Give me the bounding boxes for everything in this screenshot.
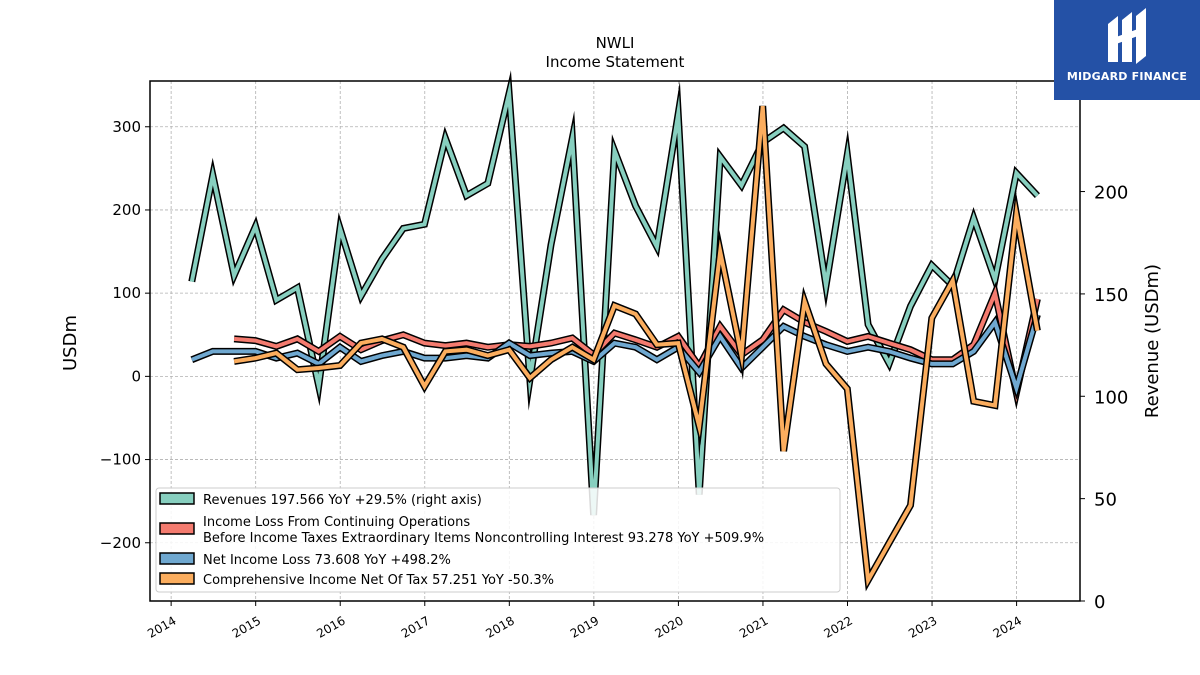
y-right-tick-label: 0 [1094, 592, 1105, 613]
legend-swatch [159, 492, 195, 505]
midgard-logo-icon [1108, 8, 1146, 64]
y-axis-right-label: Revenue (USDm) [1142, 264, 1163, 418]
x-tick-label: 2019 [568, 613, 601, 640]
y-tick-label: −200 [100, 534, 141, 552]
legend-swatch [159, 572, 195, 585]
series-line [233, 105, 1040, 587]
series-line [233, 286, 1040, 403]
legend-label: Before Income Taxes Extraordinary Items … [203, 531, 764, 546]
y-axis-label: USDm [60, 315, 81, 371]
legend: Revenues 197.566 YoY +29.5% (right axis)… [155, 487, 841, 593]
x-tick-label: 2022 [822, 613, 855, 640]
series-outline [233, 281, 1041, 410]
chart-subtitle: Income Statement [546, 53, 685, 71]
y-right-tick-label: 200 [1094, 183, 1128, 204]
plot-frame [149, 80, 1081, 602]
legend-label: Income Loss From Continuing Operations [203, 515, 470, 530]
legend-label: Revenues 197.566 YoY +29.5% (right axis) [203, 493, 482, 508]
y-right-tick-label: 50 [1094, 490, 1117, 511]
y-tick-label: −100 [100, 451, 141, 469]
x-tick-label: 2023 [906, 613, 939, 640]
y-right-tick-label: 100 [1094, 387, 1128, 408]
x-tick-label: 2017 [399, 613, 432, 640]
y-tick-label: 100 [112, 284, 141, 302]
legend-box [155, 487, 841, 593]
y-tick-label: 300 [112, 118, 141, 136]
chart-title: NWLI [596, 34, 635, 52]
brand-logo-text: MIDGARD FINANCE [1066, 70, 1188, 83]
series-lines [188, 70, 1041, 592]
x-tick-label: 2014 [145, 613, 178, 640]
x-tick-label: 2024 [991, 613, 1024, 640]
legend-swatch [159, 522, 195, 535]
legend-swatch [159, 552, 195, 565]
x-tick-label: 2021 [737, 613, 770, 640]
x-tick-label: 2016 [314, 613, 347, 640]
y-tick-label: 200 [112, 201, 141, 219]
x-tick-label: 2020 [652, 613, 685, 640]
series-line [191, 314, 1040, 395]
x-tick-label: 2018 [483, 613, 516, 640]
y-right-tick-label: 150 [1094, 285, 1128, 306]
legend-label: Comprehensive Income Net Of Tax 57.251 Y… [203, 573, 554, 588]
y-tick-label: 0 [131, 367, 141, 385]
legend-label: Net Income Loss 73.608 YoY +498.2% [203, 553, 451, 568]
brand-logo: MIDGARD FINANCE [1054, 0, 1200, 100]
x-tick-label: 2015 [230, 613, 263, 640]
